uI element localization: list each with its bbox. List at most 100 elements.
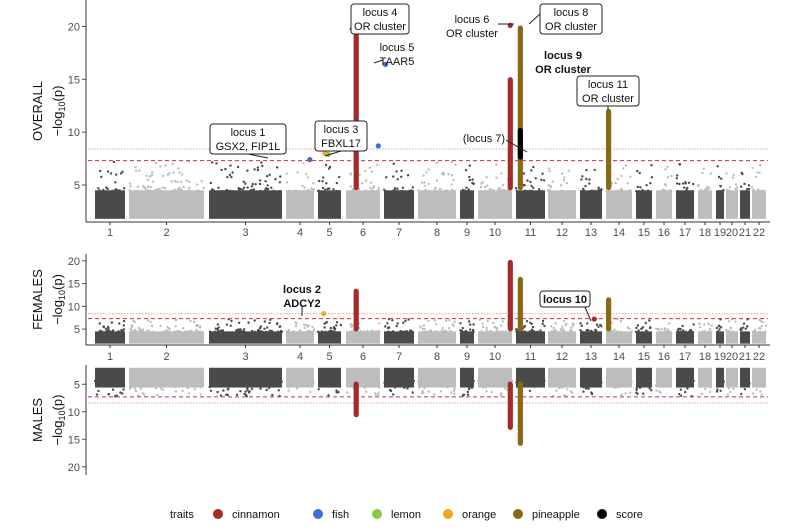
chrom-14-background-males — [606, 367, 632, 388]
chrom-4-background-males — [286, 367, 314, 388]
chrom-12-background-overall — [548, 190, 576, 219]
annotation-text-locus-11-1: OR cluster — [582, 93, 634, 105]
annotation-text-locus-11-0: locus 11 — [588, 79, 628, 91]
chrom-15-scatter-males — [635, 379, 653, 395]
chrom-3-background-females — [209, 331, 282, 344]
legend-label-cinnamon: cinnamon — [232, 509, 280, 521]
xtick-5-females: 5 — [326, 351, 332, 363]
legend-swatch-cinnamon — [213, 509, 223, 519]
chrom-22-scatter-females — [751, 318, 767, 333]
chrom-21-background-overall — [740, 190, 750, 219]
chrom-18-scatter-females — [698, 322, 713, 333]
annotation-text-locus-2-1: ADCY2 — [283, 298, 320, 310]
chrom-2-background-overall — [129, 190, 204, 219]
chrom-9-scatter-overall — [461, 164, 475, 193]
chrom-11-background-overall — [516, 190, 545, 219]
ytick-15-males: 15 — [68, 434, 80, 446]
chrom-3-scatter-males — [208, 379, 283, 398]
chrom-3-scatter-females — [208, 318, 284, 333]
xtick-5-overall: 5 — [326, 227, 332, 239]
xtick-9-overall: 9 — [464, 227, 470, 239]
chrom-18-scatter-overall — [696, 167, 712, 193]
chrom-17-background-overall — [676, 190, 694, 219]
peak-pineapple-chr11-males — [517, 381, 523, 446]
legend-label-orange: orange — [462, 509, 496, 521]
xtick-11-overall: 11 — [525, 227, 536, 239]
chrom-9-scatter-males — [461, 379, 475, 398]
xtick-13-overall: 13 — [585, 227, 597, 239]
xtick-11-females: 11 — [525, 351, 536, 363]
chrom-17-scatter-females — [676, 323, 695, 333]
ytick-20-males: 20 — [68, 462, 80, 474]
xtick-18-overall: 18 — [699, 227, 711, 239]
chrom-15-background-females — [636, 331, 652, 344]
y-axis-title-males: −log10(p) — [50, 395, 67, 446]
legend-item-fish: fish — [313, 509, 349, 521]
xtick-14-females: 14 — [613, 351, 625, 363]
ytick-15-overall: 15 — [68, 74, 80, 86]
legend-item-cinnamon: cinnamon — [213, 509, 280, 521]
xtick-20-females: 20 — [726, 351, 738, 363]
chrom-22-scatter-males — [751, 379, 763, 396]
chrom-10-background-males — [478, 367, 512, 388]
xtick-21-overall: 21 — [739, 227, 751, 239]
xtick-4-females: 4 — [297, 351, 303, 363]
chrom-5-scatter-males — [317, 379, 341, 397]
chrom-15-background-males — [636, 367, 652, 388]
annotation-box-locus-8 — [539, 3, 603, 35]
chrom-22-background-males — [752, 367, 766, 388]
legend-swatch-pineapple — [513, 509, 523, 519]
annotation-text-locus-6-1: OR cluster — [446, 28, 498, 40]
point-fish-chr7-overall — [382, 61, 389, 68]
annotation-text-locus-5-1: TAAR5 — [380, 56, 415, 68]
xtick-16-overall: 16 — [658, 227, 670, 239]
xtick-10-females: 10 — [489, 351, 501, 363]
chrom-1-scatter-overall — [97, 160, 126, 193]
chrom-7-background-males — [384, 367, 414, 388]
chrom-8-background-overall — [418, 190, 456, 219]
annotation-locus-4: locus 4 OR cluster — [349, 3, 410, 35]
chrom-16-background-overall — [656, 190, 672, 219]
peak-score-chr11-overall — [517, 127, 523, 160]
chrom-16-scatter-males — [654, 379, 672, 394]
chrom-13-scatter-males — [582, 379, 603, 396]
annotation-text-locus-3-0: locus 3 — [324, 124, 359, 136]
chrom-16-background-females — [656, 331, 672, 344]
annotation-leader-locus-10 — [584, 306, 592, 322]
xtick-9-females: 9 — [464, 351, 470, 363]
point-orange-chr5-females — [321, 311, 327, 317]
chrom-1-background-overall — [95, 190, 125, 219]
annotation-box-locus-1 — [209, 123, 287, 155]
xtick-20-overall: 20 — [726, 227, 738, 239]
chrom-21-scatter-males — [739, 379, 751, 396]
chrom-14-background-overall — [606, 190, 632, 219]
chrom-3-background-overall — [209, 190, 282, 219]
xtick-8-overall: 8 — [434, 227, 440, 239]
chrom-2-background-females — [129, 331, 204, 344]
chrom-15-scatter-females — [634, 319, 652, 333]
xtick-17-overall: 17 — [679, 227, 691, 239]
ytick-10-overall: 10 — [68, 127, 80, 139]
xtick-21-females: 21 — [739, 351, 751, 363]
xtick-3-females: 3 — [242, 351, 248, 363]
annotation-text-locus-5-0: locus 5 — [380, 42, 415, 54]
chrom-13-scatter-overall — [580, 168, 603, 193]
chrom-9-background-females — [460, 331, 474, 344]
chrom-19-background-females — [716, 331, 724, 344]
chrom-16-scatter-females — [655, 322, 671, 333]
chrom-11-scatter-overall — [514, 165, 546, 193]
chrom-21-background-males — [740, 367, 750, 388]
chrom-17-scatter-overall — [675, 162, 695, 193]
chrom-17-scatter-males — [676, 379, 695, 398]
xtick-13-females: 13 — [585, 351, 597, 363]
annotation-locus-7: (locus 7) — [463, 133, 528, 153]
chrom-20-background-overall — [726, 190, 738, 219]
chrom-21-scatter-overall — [739, 171, 751, 193]
legend-item-lemon: lemon — [372, 509, 421, 521]
peak-pineapple-chr11-overall — [517, 25, 523, 191]
annotation-locus-10: locus 10 — [539, 290, 592, 322]
peak-pineapple-chr14-overall — [606, 108, 612, 191]
chrom-18-background-females — [698, 331, 712, 344]
